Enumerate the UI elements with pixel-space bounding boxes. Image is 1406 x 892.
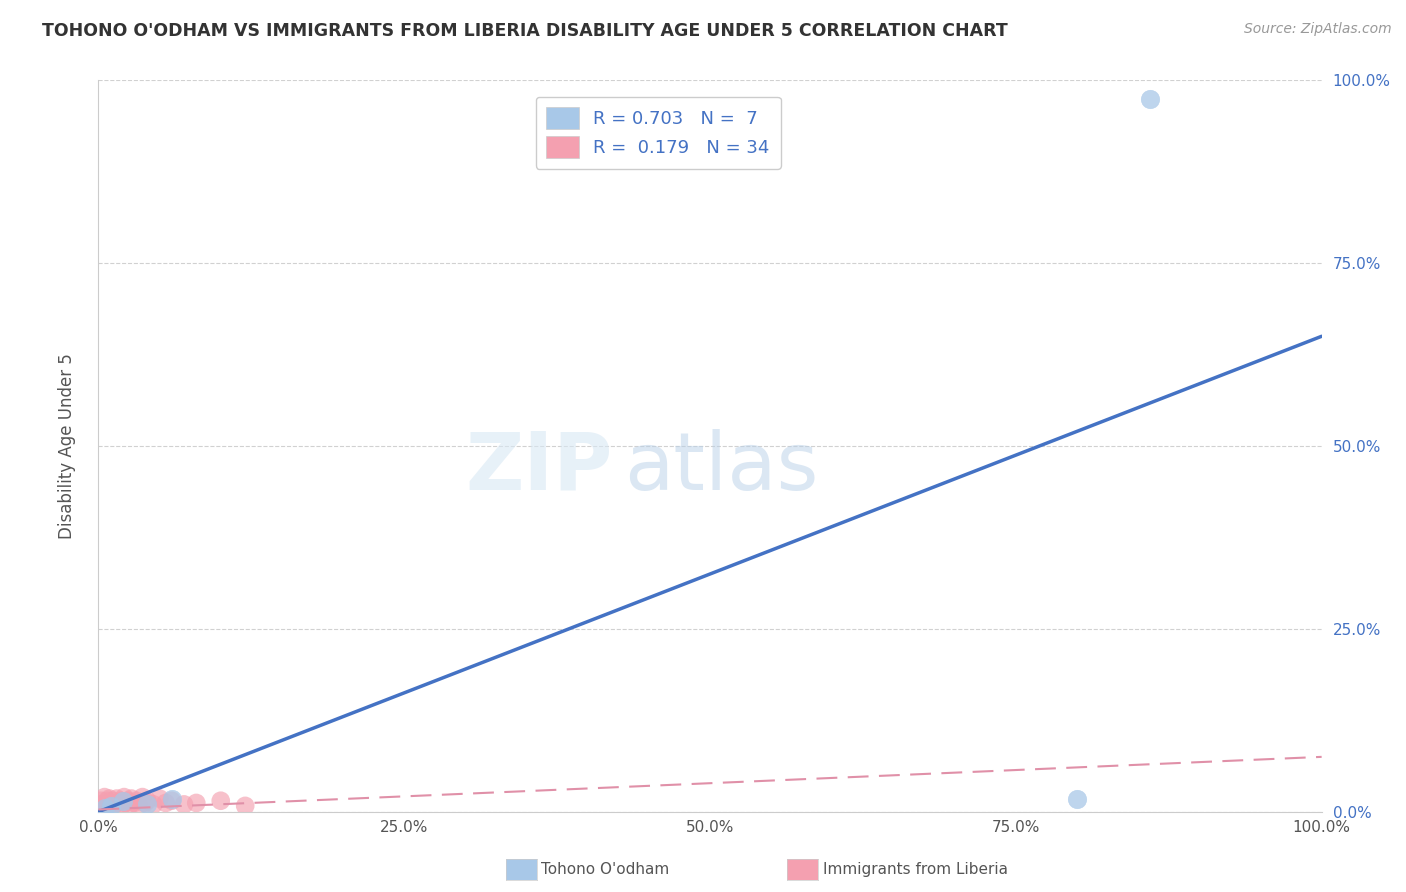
Point [98,791,121,805]
Point [93,801,115,815]
Point [120,791,142,805]
Point [122,796,145,810]
Point [209,794,232,808]
Text: ZIP: ZIP [465,429,612,507]
Point [134,796,156,810]
Point [111,798,134,813]
Point [160,794,183,808]
Point [105,791,128,805]
Point [160,791,183,805]
Text: TOHONO O'ODHAM VS IMMIGRANTS FROM LIBERIA DISABILITY AGE UNDER 5 CORRELATION CHA: TOHONO O'ODHAM VS IMMIGRANTS FROM LIBERI… [42,22,1008,40]
Point [94,797,117,812]
Point [89,797,111,812]
Point [136,797,159,812]
Text: Immigrants from Liberia: Immigrants from Liberia [823,863,1008,877]
Text: atlas: atlas [624,429,818,507]
Point [149,791,172,805]
Point [103,797,125,812]
Point [125,794,148,808]
Point [110,794,132,808]
Point [142,797,165,812]
Point [101,794,124,808]
Point [112,790,135,805]
Point [96,794,118,808]
Point [233,798,256,813]
Point [155,796,177,810]
Point [1066,791,1088,805]
Point [1139,92,1161,106]
Point [117,794,139,808]
Point [107,796,129,810]
Point [136,794,159,808]
Point [91,798,114,813]
Point [114,796,136,810]
Point [131,790,153,805]
Point [128,798,150,813]
Point [100,796,122,810]
Point [93,790,115,805]
Legend: R = 0.703   N =  7, R =  0.179   N = 34: R = 0.703 N = 7, R = 0.179 N = 34 [536,96,780,169]
Y-axis label: Disability Age Under 5: Disability Age Under 5 [58,353,76,539]
Text: Tohono O'odham: Tohono O'odham [541,863,669,877]
Point [100,798,122,813]
Point [186,796,208,810]
Point [118,798,141,813]
Point [173,797,195,812]
Point [111,794,134,808]
Point [97,798,120,813]
Point [90,794,112,808]
Text: Source: ZipAtlas.com: Source: ZipAtlas.com [1244,22,1392,37]
